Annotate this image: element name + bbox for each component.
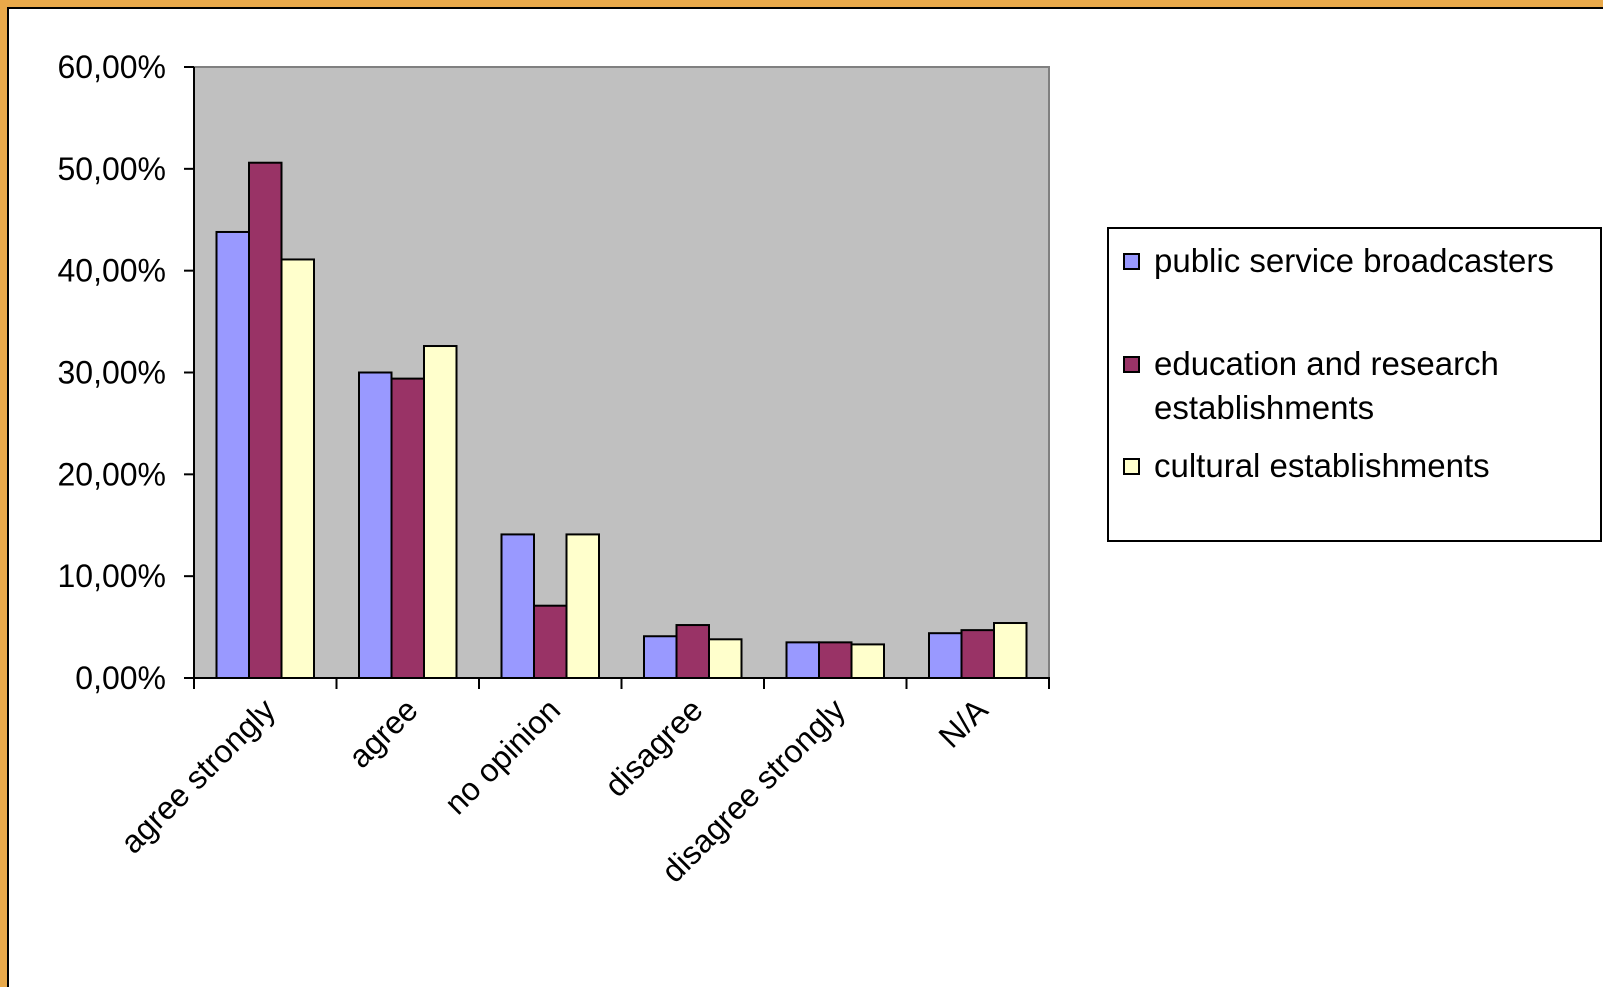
bar-chart: 0,00% 10,00% 20,00% 30,00% 40,00% 50,00% 60,00… bbox=[57, 49, 1050, 889]
bar bbox=[928, 632, 963, 680]
bar bbox=[565, 533, 600, 679]
y-tick-label: 20,00% bbox=[57, 456, 166, 492]
x-tick-label: agree bbox=[341, 691, 424, 774]
legend-label: public service broadcasters bbox=[1154, 242, 1554, 279]
legend-label: education and research establishments bbox=[1154, 345, 1499, 426]
y-tick-label: 40,00% bbox=[57, 253, 166, 289]
bar bbox=[708, 638, 743, 680]
bar bbox=[248, 161, 283, 679]
bar bbox=[358, 371, 393, 679]
bar bbox=[215, 230, 250, 679]
bar bbox=[960, 629, 995, 679]
bar bbox=[423, 345, 458, 679]
legend-item-public-service-broadcasters: public service broadcasters bbox=[1123, 239, 1594, 283]
legend-swatch bbox=[1123, 253, 1140, 270]
legend-item-cultural-establishments: cultural establishments bbox=[1123, 444, 1594, 488]
y-tick-label: 0,00% bbox=[75, 660, 166, 696]
y-tick-label: 50,00% bbox=[57, 151, 166, 187]
legend-swatch bbox=[1123, 356, 1140, 373]
bar bbox=[500, 533, 535, 679]
legend: public service broadcasters education an… bbox=[1107, 227, 1602, 542]
x-tick-label: disagree bbox=[597, 691, 709, 803]
bar bbox=[993, 622, 1028, 680]
bar bbox=[280, 258, 315, 679]
y-tick-label: 60,00% bbox=[57, 49, 166, 85]
bar bbox=[390, 377, 425, 679]
plot-area bbox=[193, 66, 1050, 679]
y-tick-label: 10,00% bbox=[57, 558, 166, 594]
bar bbox=[785, 641, 820, 680]
legend-label: cultural establishments bbox=[1154, 447, 1490, 484]
chart-frame: 0,00% 10,00% 20,00% 30,00% 40,00% 50,00% 60,00… bbox=[7, 7, 1603, 987]
x-tick-label: no opinion bbox=[437, 691, 567, 821]
x-tick-label: N/A bbox=[932, 691, 996, 755]
bar bbox=[850, 643, 885, 680]
bar bbox=[643, 635, 678, 680]
x-tick-label: agree strongly bbox=[113, 691, 282, 860]
legend-swatch bbox=[1123, 458, 1140, 475]
y-tick-label: 30,00% bbox=[57, 355, 166, 391]
legend-item-education-and-research-establishments: education and research establishments bbox=[1123, 342, 1594, 430]
bar bbox=[533, 604, 568, 679]
bar bbox=[818, 641, 853, 680]
bar bbox=[675, 624, 710, 680]
